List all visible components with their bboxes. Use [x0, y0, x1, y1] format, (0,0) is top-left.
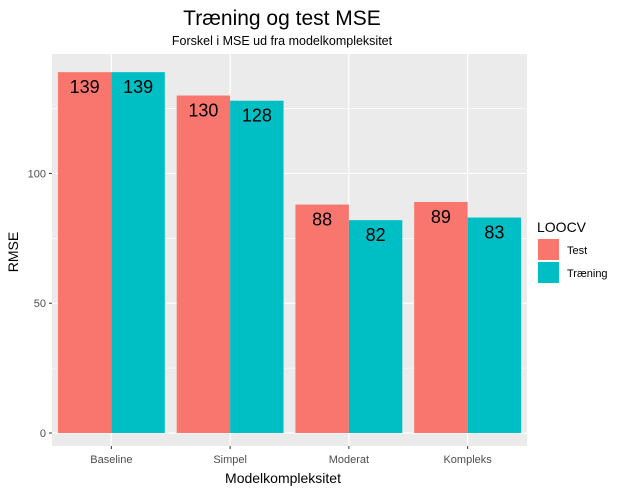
legend-label: Test	[567, 245, 587, 257]
data-label: 130	[188, 101, 218, 121]
x-tick-label: Baseline	[90, 454, 132, 466]
data-label: 139	[70, 77, 100, 97]
bar	[57, 72, 112, 434]
data-label: 82	[366, 225, 386, 245]
legend-title: LOOCV	[537, 219, 587, 235]
y-axis-title: RMSE	[5, 232, 21, 272]
y-tick-label: 0	[40, 428, 46, 440]
bar	[176, 95, 231, 434]
bar	[348, 220, 403, 434]
bars	[57, 72, 522, 434]
x-tick-label: Simpel	[213, 454, 247, 466]
data-label: 83	[484, 223, 504, 243]
legend-label: Træning	[567, 268, 608, 280]
legend: LOOCV Test Træning	[537, 219, 608, 283]
y-tick-label: 100	[28, 168, 46, 180]
legend-key	[538, 239, 559, 260]
chart-title: Træning og test MSE	[183, 7, 381, 30]
bar	[467, 217, 522, 434]
x-axis: Baseline Simpel Moderat Kompleks	[90, 446, 492, 466]
data-label: 139	[123, 77, 153, 97]
data-labels: 139 139 130 128 88 82 89 83	[70, 77, 505, 245]
x-axis-title: Modelkompleksitet	[225, 470, 341, 486]
y-tick-label: 50	[34, 298, 46, 310]
y-axis: 0 50 100	[28, 168, 52, 440]
data-label: 89	[431, 207, 451, 227]
bar	[295, 204, 349, 434]
data-label: 88	[312, 210, 332, 230]
bar	[230, 100, 284, 434]
bar	[111, 72, 165, 434]
bar	[414, 201, 468, 434]
x-tick-label: Kompleks	[443, 454, 492, 466]
chart-subtitle: Forskel i MSE ud fra modelkompleksitet	[172, 34, 393, 48]
legend-key	[538, 262, 559, 283]
data-label: 128	[242, 106, 272, 126]
x-tick-label: Moderat	[329, 454, 369, 466]
